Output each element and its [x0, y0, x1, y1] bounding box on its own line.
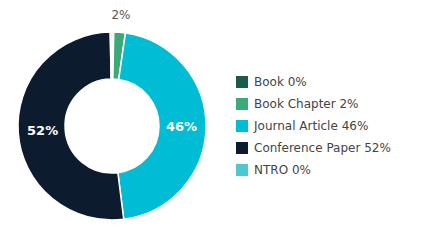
legend-label: Conference Paper 52% [254, 141, 391, 155]
data-label: 46% [166, 119, 197, 134]
chart-container: 2% 46% 52% Book 0% Book Chapter 2% Journal Ar… [0, 0, 443, 246]
legend-swatch [236, 98, 248, 110]
donut-slice [18, 32, 124, 220]
legend-label: Journal Article 46% [253, 119, 368, 133]
legend-label: Book Chapter 2% [254, 97, 359, 111]
legend-swatch [236, 120, 248, 132]
legend-swatch [236, 76, 248, 88]
legend-label: Book 0% [254, 75, 307, 89]
donut-slice [110, 32, 112, 79]
donut [18, 32, 206, 220]
donut-slice [118, 33, 206, 219]
chart: 2% 46% 52% Book 0% Book Chapter 2% Journal Ar… [0, 0, 443, 246]
legend: Book 0% Book Chapter 2% Journal Article 46… [236, 75, 391, 177]
data-label: 2% [111, 8, 130, 22]
data-label: 52% [27, 123, 58, 138]
data-labels: 2% 46% 52% [27, 8, 197, 138]
legend-swatch [236, 164, 248, 176]
background [0, 0, 443, 246]
legend-swatch [236, 142, 248, 154]
legend-label: NTRO 0% [254, 163, 311, 177]
